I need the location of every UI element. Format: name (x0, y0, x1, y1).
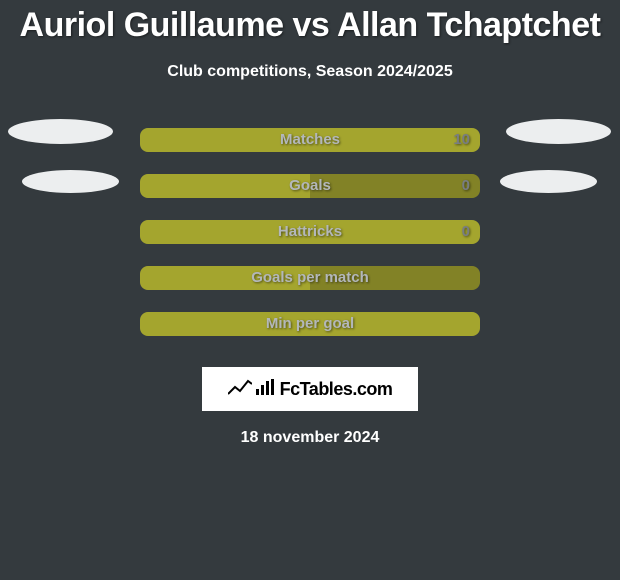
stat-row: Goals per match (0, 257, 620, 303)
chart-bars-icon (256, 379, 274, 395)
stat-bar (140, 312, 480, 336)
stat-row: Min per goal (0, 303, 620, 349)
stat-rows: Matches10Goals0Hattricks0Goals per match… (0, 119, 620, 349)
decorative-ellipse (506, 119, 611, 144)
stat-value: 0 (462, 220, 470, 244)
stat-bar (140, 220, 480, 244)
stat-bar (140, 128, 480, 152)
decorative-ellipse (500, 170, 597, 193)
decorative-ellipse (22, 170, 119, 193)
chart-line-icon (228, 379, 252, 395)
logo-box: FcTables.com (202, 367, 418, 411)
logo: FcTables.com (228, 379, 393, 400)
stat-value: 0 (462, 174, 470, 198)
decorative-ellipse (8, 119, 113, 144)
date-text: 18 november 2024 (0, 429, 620, 447)
page-title: Auriol Guillaume vs Allan Tchaptchet (0, 0, 620, 45)
subtitle: Club competitions, Season 2024/2025 (0, 63, 620, 81)
stat-value: 10 (453, 128, 470, 152)
stat-bar (140, 266, 480, 290)
stat-bar (140, 174, 480, 198)
logo-text: FcTables.com (280, 379, 393, 400)
stat-row: Hattricks0 (0, 211, 620, 257)
